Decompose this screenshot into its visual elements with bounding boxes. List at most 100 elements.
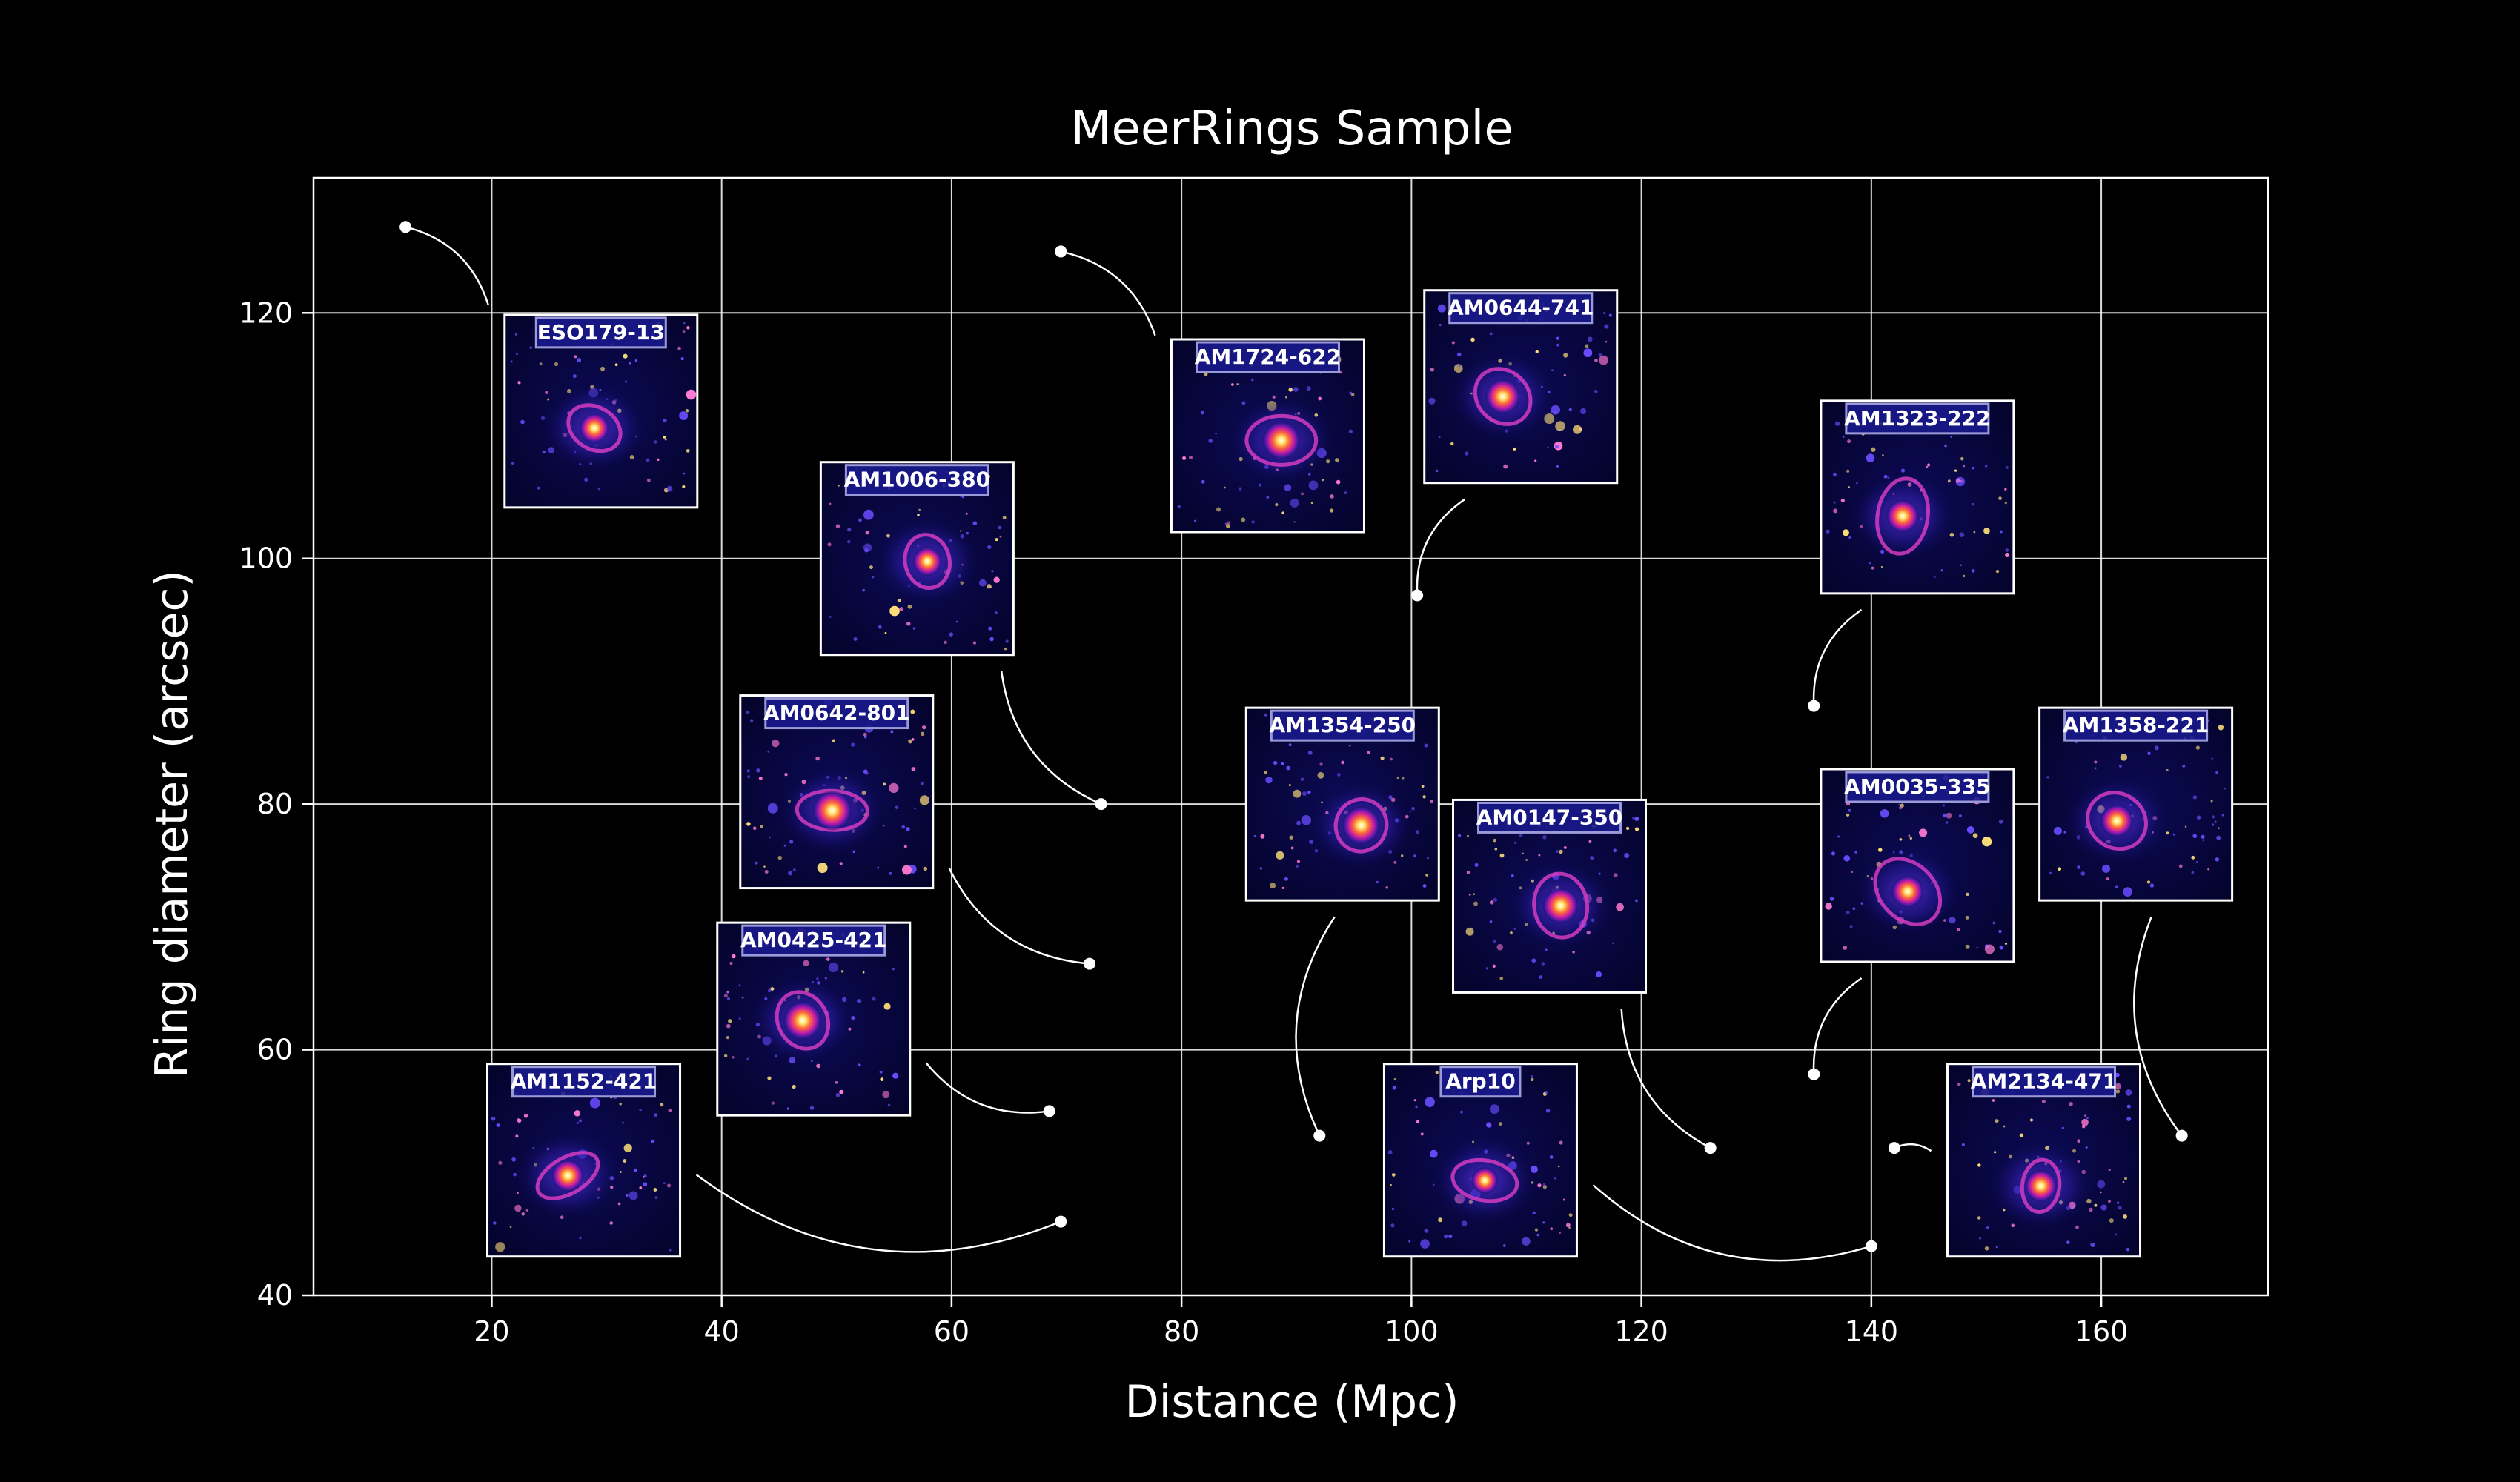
star xyxy=(1428,397,1436,405)
star xyxy=(1992,1099,1995,1102)
galaxy-thumbnail: AM1323-222 xyxy=(1820,399,2015,595)
star xyxy=(2126,1117,2132,1121)
star xyxy=(1301,814,1312,825)
star xyxy=(726,991,729,994)
star xyxy=(509,1226,512,1229)
star xyxy=(646,458,650,462)
star xyxy=(1531,1077,1534,1082)
star xyxy=(1563,845,1567,849)
star xyxy=(2108,1200,2111,1203)
star xyxy=(906,621,911,626)
x-tick-label: 80 xyxy=(1164,1315,1199,1348)
star xyxy=(1408,1240,1411,1243)
star xyxy=(629,362,631,365)
star xyxy=(495,1242,505,1252)
galaxy-label: AM0642-801 xyxy=(763,701,910,725)
star xyxy=(597,488,600,491)
star xyxy=(879,1070,883,1074)
thumbnail-frame xyxy=(1244,706,1440,902)
star xyxy=(1416,1120,1420,1123)
thumbnails: ESO179-13 AM1152-421 AM0425-421 AM0642-801 A… xyxy=(486,289,2234,1258)
star xyxy=(614,363,618,367)
star xyxy=(817,863,828,874)
star xyxy=(1973,531,1976,534)
data-point xyxy=(2175,1129,2188,1142)
star xyxy=(1289,835,1293,840)
star xyxy=(1438,1217,1443,1223)
star xyxy=(783,844,786,847)
star xyxy=(2077,865,2080,869)
star xyxy=(686,448,690,453)
star xyxy=(1284,877,1288,881)
star xyxy=(1200,411,1204,415)
galaxy-core xyxy=(1261,420,1302,460)
star xyxy=(1522,852,1524,855)
star xyxy=(1852,907,1856,911)
star xyxy=(2192,834,2198,839)
star xyxy=(1194,519,1196,522)
star xyxy=(1300,777,1304,781)
star xyxy=(746,822,751,826)
galaxy-label-box xyxy=(844,464,989,496)
star xyxy=(1568,408,1572,412)
star xyxy=(892,1072,899,1079)
data-point xyxy=(1055,245,1067,258)
star xyxy=(1572,425,1582,434)
star xyxy=(965,512,968,515)
star xyxy=(2000,530,2003,534)
star xyxy=(961,495,965,499)
star xyxy=(1301,492,1304,496)
star xyxy=(1513,841,1517,844)
star xyxy=(1430,800,1434,804)
star xyxy=(2149,883,2155,888)
star xyxy=(1466,870,1470,874)
connector-line xyxy=(2133,916,2183,1137)
star xyxy=(2109,1218,2114,1223)
star xyxy=(1296,860,1300,863)
star xyxy=(654,440,657,444)
star xyxy=(2196,815,2201,820)
star xyxy=(1942,804,1946,807)
star xyxy=(863,769,868,774)
star xyxy=(683,472,686,475)
star xyxy=(579,1237,582,1240)
star xyxy=(1391,1173,1396,1177)
star xyxy=(1559,1231,1561,1234)
star xyxy=(1513,447,1516,451)
star xyxy=(1849,925,1853,928)
star xyxy=(639,1108,642,1112)
star xyxy=(903,845,907,848)
star xyxy=(1587,336,1593,342)
star xyxy=(1336,773,1341,777)
star xyxy=(2089,1207,2093,1212)
star xyxy=(2004,502,2007,505)
star xyxy=(2029,1118,2034,1122)
star xyxy=(525,1209,529,1212)
star xyxy=(747,775,751,779)
star xyxy=(1590,856,1594,860)
star xyxy=(824,977,827,980)
galaxy-core xyxy=(1886,499,1920,534)
y-tick-label: 40 xyxy=(257,1279,293,1312)
star xyxy=(1511,874,1514,877)
star xyxy=(1426,857,1429,860)
star xyxy=(1847,439,1851,444)
star xyxy=(2215,771,2218,774)
star xyxy=(1831,851,1836,856)
star xyxy=(1260,834,1265,839)
star xyxy=(767,1076,772,1080)
galaxy-core xyxy=(812,790,853,831)
star xyxy=(663,1182,666,1185)
star xyxy=(882,1091,890,1099)
star xyxy=(989,637,994,642)
star xyxy=(2084,1114,2086,1117)
star xyxy=(1960,564,1962,567)
star xyxy=(1880,808,1889,818)
star xyxy=(723,994,728,998)
star xyxy=(2211,757,2214,760)
star xyxy=(1290,498,1299,508)
star xyxy=(1536,1233,1539,1237)
star xyxy=(1208,439,1213,443)
x-axis: 20 40 60 80 100 120 140 160 xyxy=(474,1295,2128,1348)
star xyxy=(622,1121,625,1124)
